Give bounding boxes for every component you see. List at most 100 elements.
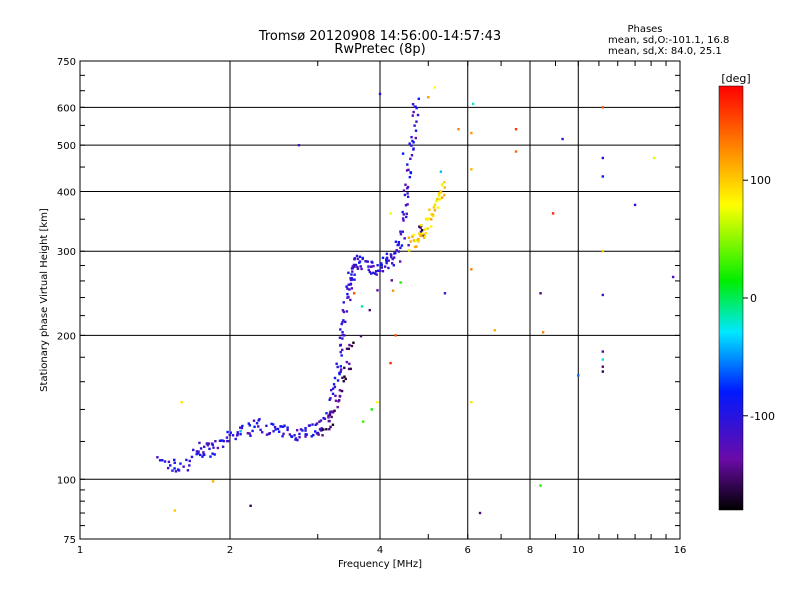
data-point <box>346 287 349 290</box>
data-point <box>345 310 349 313</box>
data-point <box>320 428 323 432</box>
data-point <box>405 212 408 215</box>
data-point <box>436 197 439 201</box>
data-point <box>440 196 444 199</box>
data-point <box>290 435 294 439</box>
data-point <box>174 470 178 473</box>
data-point <box>301 429 304 432</box>
data-point <box>439 170 443 173</box>
data-point <box>427 217 430 220</box>
data-point <box>391 262 394 265</box>
x-tick-label: 6 <box>465 545 471 556</box>
data-point <box>206 444 210 447</box>
data-point <box>274 428 277 431</box>
data-point <box>169 464 172 467</box>
data-point <box>213 453 216 456</box>
data-point <box>372 264 375 268</box>
data-point <box>225 436 229 439</box>
data-point <box>166 466 170 470</box>
data-point <box>358 255 362 259</box>
data-point <box>401 152 405 155</box>
data-point <box>202 451 205 454</box>
data-point <box>346 292 349 296</box>
data-point <box>182 465 185 468</box>
data-point <box>197 450 200 453</box>
data-point <box>399 281 402 284</box>
data-point <box>601 370 605 373</box>
data-point <box>470 268 473 271</box>
data-point <box>330 415 333 419</box>
data-point <box>385 260 388 263</box>
data-point <box>652 156 656 160</box>
data-point <box>293 434 296 437</box>
data-point <box>336 365 339 369</box>
data-point <box>347 347 350 351</box>
data-point <box>231 434 235 437</box>
data-point <box>249 434 252 437</box>
data-point <box>439 191 443 194</box>
data-point <box>226 430 229 434</box>
data-point <box>281 435 284 438</box>
data-point <box>353 265 356 268</box>
data-point <box>419 224 423 227</box>
data-point <box>226 439 229 443</box>
data-point <box>601 358 605 361</box>
data-point <box>318 428 322 431</box>
data-point <box>294 438 297 441</box>
data-point <box>411 103 415 106</box>
data-point <box>378 269 382 272</box>
data-point <box>342 380 345 383</box>
data-point <box>412 141 415 144</box>
colorbar-ticks: 100 0 -100 <box>743 174 775 423</box>
data-point <box>437 192 441 195</box>
y-axis-label: Stationary phase Virtual Height [km] <box>39 208 50 392</box>
data-point <box>328 398 331 401</box>
data-point <box>347 367 351 371</box>
data-point <box>471 102 475 106</box>
data-point <box>320 427 323 430</box>
data-point <box>347 295 350 299</box>
data-point <box>415 106 418 110</box>
data-point <box>344 320 347 324</box>
data-points <box>156 86 675 515</box>
data-point <box>348 362 351 366</box>
data-point <box>341 337 344 340</box>
data-point <box>298 435 301 439</box>
data-point <box>420 234 423 238</box>
data-point <box>343 375 346 378</box>
data-point <box>351 270 354 273</box>
data-point <box>339 350 342 354</box>
data-point <box>407 243 410 247</box>
y-tick-labels: 75 100 200 300 400 500 600 750 <box>57 57 76 546</box>
data-point <box>398 260 402 263</box>
data-point <box>203 453 206 456</box>
data-point <box>359 334 363 338</box>
data-point <box>228 433 231 437</box>
data-point <box>433 86 436 89</box>
data-point <box>348 343 351 347</box>
data-point <box>539 292 542 295</box>
data-point <box>329 388 333 392</box>
data-point <box>340 354 343 357</box>
data-point <box>211 452 214 455</box>
data-point <box>352 263 356 267</box>
data-point <box>420 229 424 232</box>
data-point <box>356 257 360 261</box>
data-point <box>397 250 401 253</box>
data-point <box>408 175 412 179</box>
data-point <box>385 256 389 260</box>
chart-title: Tromsø 20120908 14:56:00-14:57:43 <box>258 29 501 44</box>
data-point <box>239 426 242 429</box>
x-tick-labels: 1 2 4 6 8 10 16 <box>77 545 687 556</box>
data-point <box>390 279 393 282</box>
data-point <box>369 265 373 269</box>
data-point <box>402 219 405 222</box>
data-point <box>365 260 368 263</box>
data-point <box>350 273 353 276</box>
grid-lines <box>80 61 680 539</box>
data-point <box>435 199 439 202</box>
data-point <box>407 236 411 239</box>
data-point <box>350 287 354 290</box>
data-point <box>259 428 262 432</box>
data-point <box>429 218 433 221</box>
